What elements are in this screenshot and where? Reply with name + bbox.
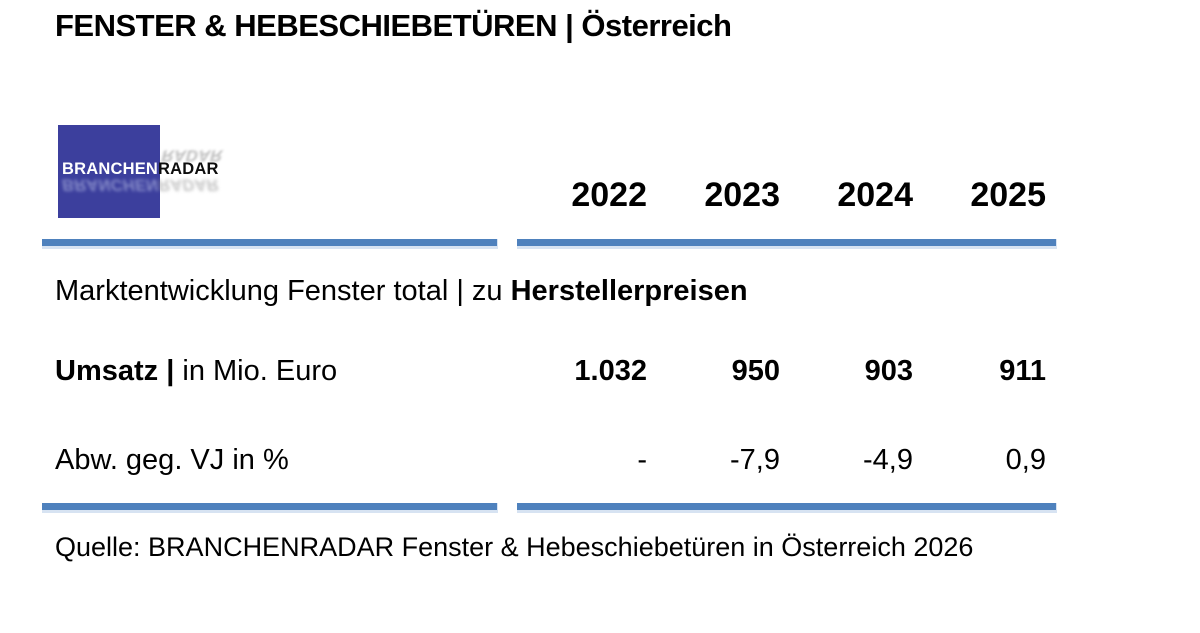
logo-square: [58, 125, 160, 218]
umsatz-value-2024: 903: [864, 355, 913, 387]
divider-bar-top-left: [42, 239, 498, 249]
year-header-2022: 2022: [571, 176, 647, 214]
umsatz-value-2022: 1.032: [574, 355, 647, 387]
section-heading-regular: Marktentwicklung Fenster total | zu: [55, 275, 511, 307]
abw-value-2022: -: [637, 444, 647, 476]
abw-value-2023: -7,9: [730, 444, 780, 476]
source-citation: Quelle: BRANCHENRADAR Fenster & Hebeschi…: [55, 532, 974, 562]
year-header-2024: 2024: [837, 176, 913, 214]
umsatz-value-2025: 911: [999, 355, 1046, 387]
year-header-row: 2022 2023 2024 2025: [514, 176, 1046, 215]
table-row-abweichung: Abw. geg. VJ in % - -7,9 -4,9 0,9: [55, 443, 1046, 478]
umsatz-value-2023: 950: [731, 355, 780, 387]
logo-reflection-text: BRANCHENRADAR: [60, 175, 220, 194]
divider-bar-bottom-right: [517, 503, 1057, 513]
logo-wordmark-branchen: BRANCHEN: [62, 160, 159, 178]
divider-bar-top-right: [517, 239, 1057, 249]
branchenradar-logo: BRANCHENRADAR RADAR BRANCHENRADAR: [58, 125, 225, 218]
row-label-abweichung: Abw. geg. VJ in %: [55, 444, 289, 476]
abw-value-2024: -4,9: [863, 444, 913, 476]
row-label-umsatz: Umsatz | in Mio. Euro: [55, 355, 338, 387]
table-row-umsatz: Umsatz | in Mio. Euro 1.032 950 903 911: [55, 354, 1046, 389]
year-header-2025: 2025: [970, 176, 1046, 214]
divider-bar-bottom-left: [42, 503, 498, 513]
section-heading-bold: Herstellerpreisen: [510, 275, 748, 307]
section-heading: Marktentwicklung Fenster total | zu Hers…: [55, 274, 748, 309]
logo-wordmark-radar: RADAR: [158, 160, 219, 178]
logo-wordmark: BRANCHENRADAR: [62, 161, 219, 178]
page-title: FENSTER & HEBESCHIEBETÜREN | Österreich: [55, 8, 732, 43]
abw-value-2025: 0,9: [1005, 444, 1046, 476]
year-header-2023: 2023: [704, 176, 780, 214]
